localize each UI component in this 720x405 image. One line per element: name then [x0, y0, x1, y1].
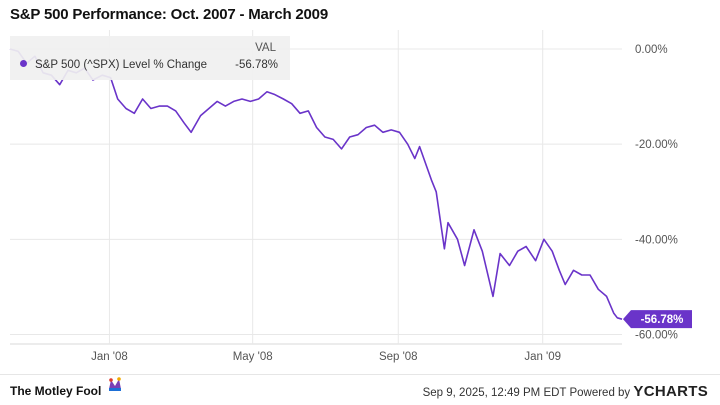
y-tick-label: -60.00% — [635, 329, 678, 341]
y-tick-label: -40.00% — [635, 234, 678, 246]
powered-by-text: Powered by — [569, 387, 631, 399]
legend: VAL S&P 500 (^SPX) Level % Change -56.78… — [10, 36, 290, 80]
legend-header: VAL — [255, 42, 276, 54]
series-layer — [9, 48, 623, 320]
end-value-label: -56.78% — [623, 310, 692, 329]
x-tick-label: Jan '09 — [524, 351, 561, 363]
motley-fool-logo[interactable]: The Motley Fool — [10, 384, 101, 398]
footer-stamp: Sep 9, 2025, 12:49 PM EDT Powered by YCH… — [423, 383, 708, 400]
y-tick-label: -20.00% — [635, 139, 678, 151]
y-tick-label: 0.00% — [635, 44, 668, 56]
timestamp: Sep 9, 2025, 12:49 PM EDT — [422, 387, 567, 399]
ycharts-logo[interactable]: YCHARTS — [633, 383, 708, 400]
legend-series-name: S&P 500 (^SPX) Level % Change — [35, 59, 208, 71]
y-axis: 0.00% -20.00% -40.00% -60.00% — [635, 44, 678, 341]
series-dot-icon — [20, 60, 27, 67]
jester-hat-icon — [109, 377, 121, 391]
series-line — [9, 48, 623, 320]
x-tick-label: Jan '08 — [91, 351, 128, 363]
chart-title: S&P 500 Performance: Oct. 2007 - March 2… — [10, 6, 328, 23]
x-axis: Jan '08 May '08 Sep '08 Jan '09 — [91, 351, 561, 363]
end-value-badge — [623, 310, 692, 329]
footer: The Motley Fool Sep 9, 2025, 12:49 PM ED… — [0, 374, 720, 405]
brand-name: The Motley Fool — [10, 384, 102, 398]
legend-row[interactable]: S&P 500 (^SPX) Level % Change -56.78% — [20, 59, 282, 71]
legend-series-value: -56.78% — [235, 59, 278, 71]
end-value-text: -56.78% — [641, 314, 684, 326]
x-tick-label: Sep '08 — [379, 351, 418, 363]
x-tick-label: May '08 — [233, 351, 273, 363]
